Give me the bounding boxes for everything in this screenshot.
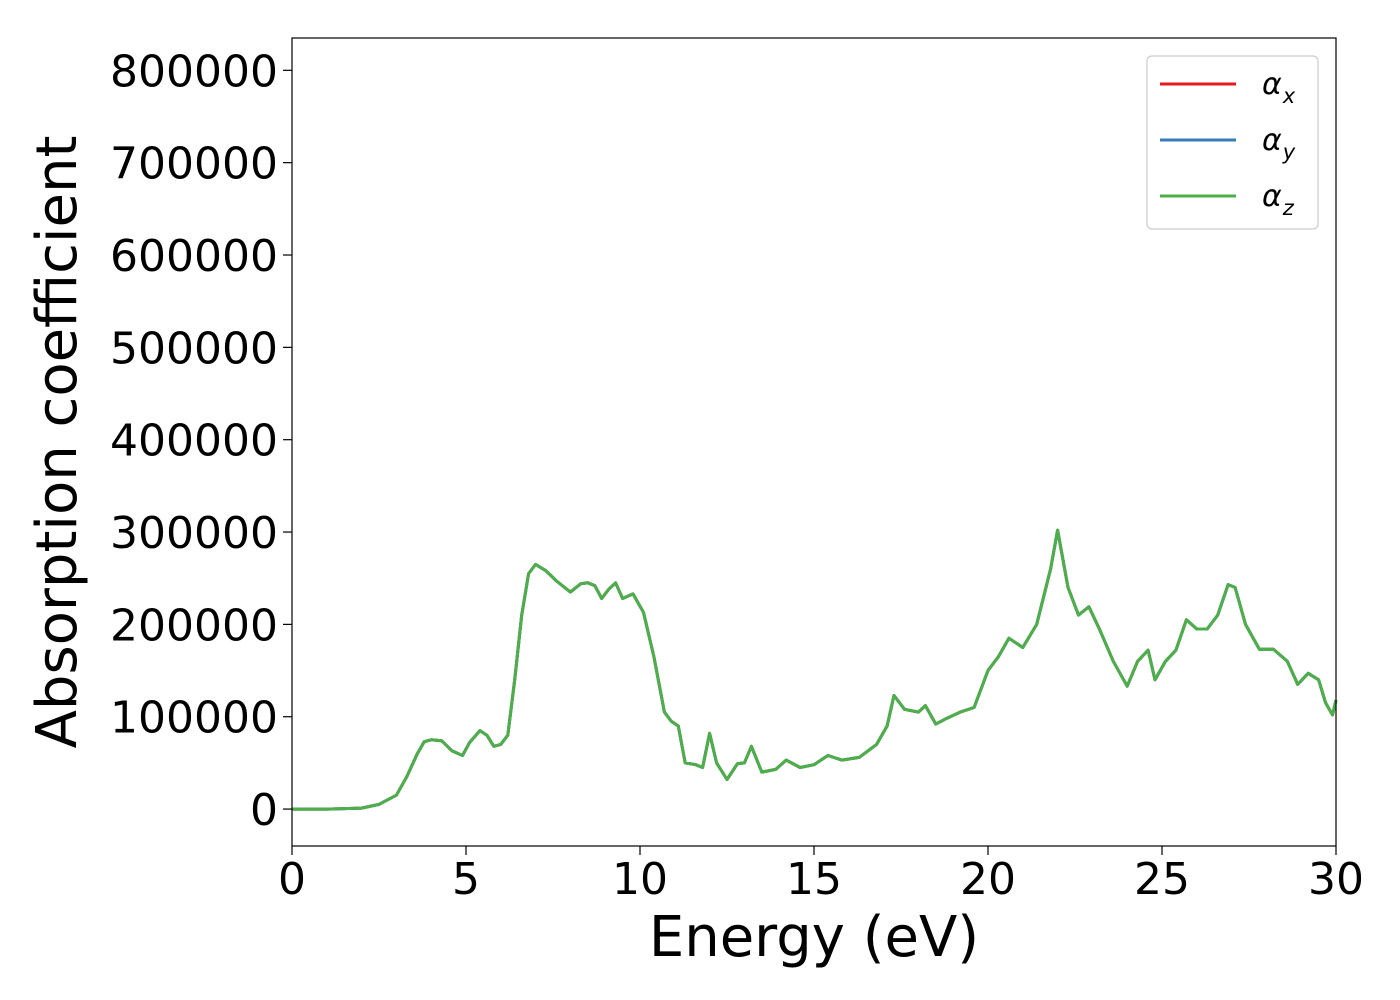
- y-tick-label: 400000: [110, 416, 278, 467]
- x-tick-label: 30: [1308, 854, 1364, 905]
- legend-label-1: αx: [1262, 67, 1296, 108]
- x-tick-label: 20: [960, 854, 1016, 905]
- y-tick-label: 500000: [110, 323, 278, 374]
- x-axis: 0 5 10 15 20 25 30: [278, 846, 1364, 905]
- x-tick-label: 25: [1134, 854, 1190, 905]
- x-tick-label: 15: [786, 854, 842, 905]
- y-tick-label: 200000: [110, 600, 278, 651]
- x-tick-label: 0: [278, 854, 306, 905]
- y-tick-label: 700000: [110, 139, 278, 190]
- y-axis-title: Absorption coefficient: [25, 136, 90, 749]
- legend-box: [1146, 55, 1319, 230]
- legend: αx αy αz: [1146, 55, 1319, 230]
- y-axis: 0 100000 200000 300000 400000 500000 600000 700…: [110, 46, 292, 836]
- series-line-3: [292, 528, 1338, 811]
- y-tick-label: 100000: [110, 693, 278, 744]
- y-tick-label: 800000: [110, 46, 278, 97]
- legend-label-2: αy: [1262, 123, 1296, 164]
- legend-label-3: αz: [1262, 179, 1295, 220]
- x-tick-label: 10: [612, 854, 668, 905]
- x-tick-label: 5: [452, 854, 480, 905]
- y-tick-label: 300000: [110, 508, 278, 559]
- y-tick-label: 0: [250, 785, 278, 836]
- y-tick-label: 600000: [110, 231, 278, 282]
- series-layer: [292, 528, 1338, 811]
- x-axis-title: Energy (eV): [649, 905, 979, 970]
